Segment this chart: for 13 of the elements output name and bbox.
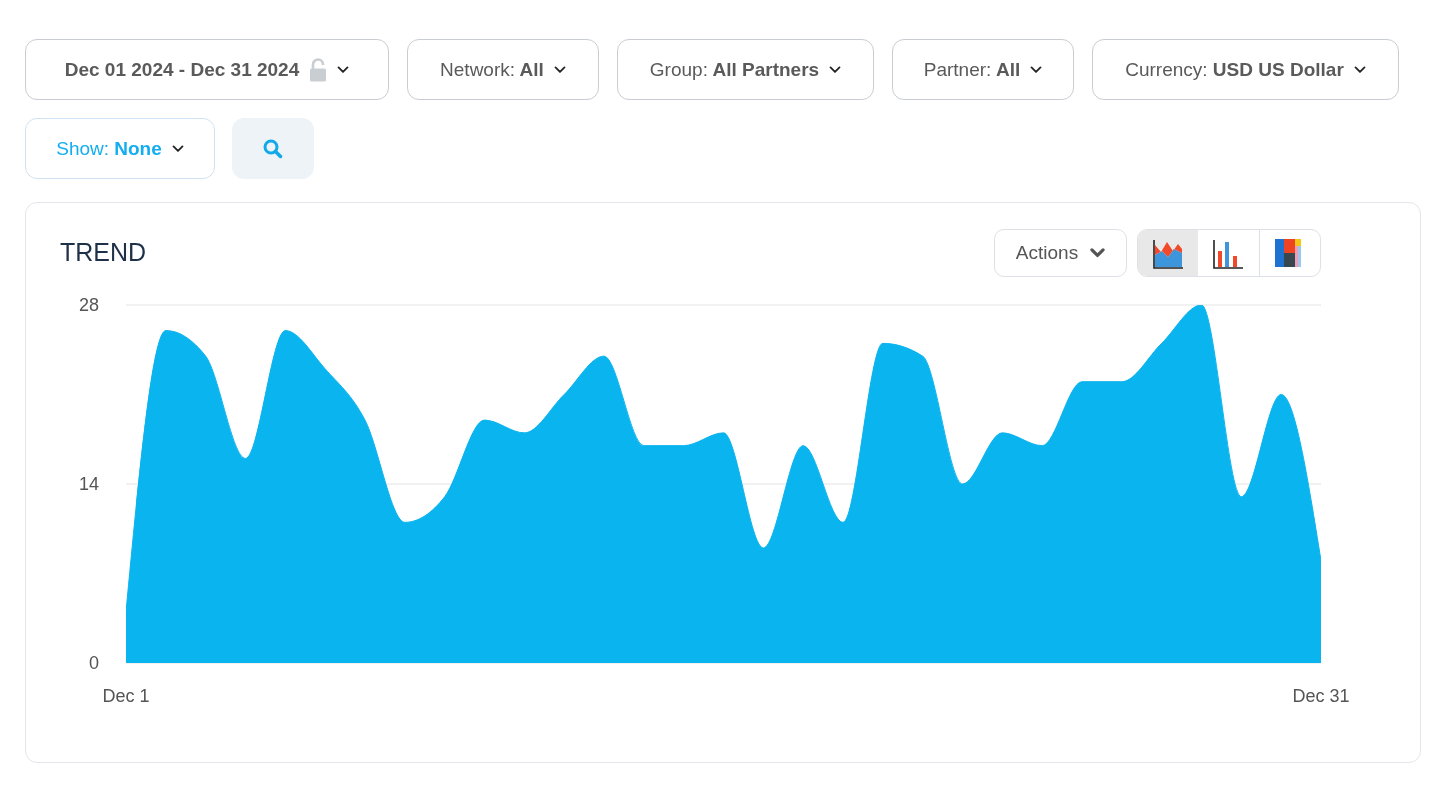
dropdown-button: Show: None bbox=[25, 118, 215, 179]
dropdown-button: Dec 01 2024 - Dec 31 2024 bbox=[25, 39, 389, 100]
dropdown-button: Group: All Partners bbox=[617, 39, 874, 100]
y-tick-label: 0 bbox=[88, 653, 99, 674]
dropdown-button: Network: All bbox=[407, 39, 599, 100]
x-tick-label: Dec 31 bbox=[1292, 685, 1350, 706]
y-tick-label: 14 bbox=[78, 474, 99, 495]
dropdown-button: Currency: USD US Dollar bbox=[1092, 39, 1399, 100]
y-tick-label: 28 bbox=[78, 295, 99, 316]
x-tick-label: Dec 1 bbox=[102, 685, 150, 706]
actions-button: Actions bbox=[994, 229, 1127, 277]
dropdown-button: Partner: All bbox=[892, 39, 1074, 100]
chart-title: TREND bbox=[60, 237, 147, 267]
